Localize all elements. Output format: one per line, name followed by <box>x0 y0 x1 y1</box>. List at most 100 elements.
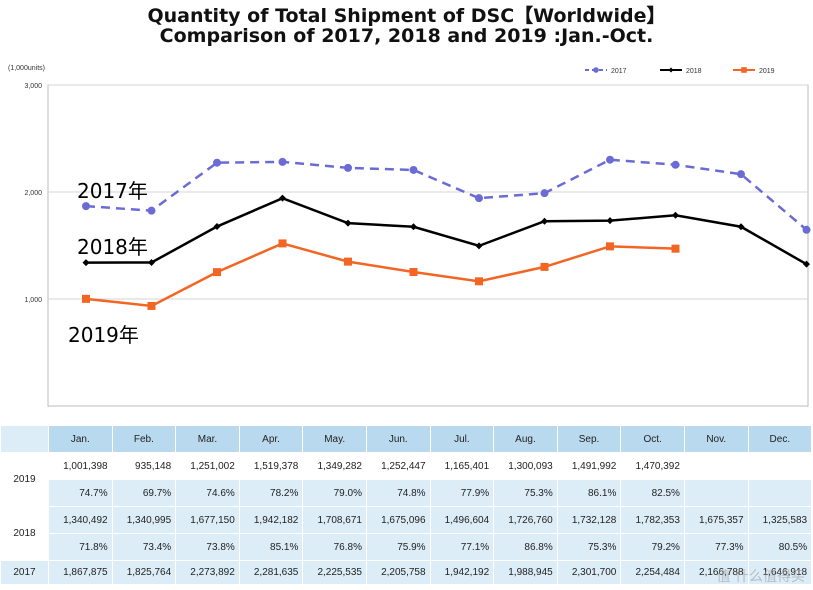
series-line-2019 <box>85 242 676 308</box>
month-header: Jan. <box>48 425 113 453</box>
data-point-2019 <box>540 262 549 271</box>
table-cell-value: 1,300,093 <box>493 452 558 480</box>
plot-frame <box>47 84 809 407</box>
table-cell-value: 2,281,635 <box>238 560 304 585</box>
table-cell-value: 1,732,128 <box>556 506 622 534</box>
data-point-2017 <box>82 202 90 211</box>
table-cell-percent: 73.4% <box>111 533 177 561</box>
table-cell-value <box>747 452 813 480</box>
annotation-2019: 2019年 <box>68 323 139 347</box>
table-cell-percent: 82.5% <box>620 479 685 507</box>
data-point-2017 <box>475 194 483 203</box>
table-cell-value: 1,470,392 <box>620 452 685 480</box>
table-cell-percent: 80.5% <box>747 533 813 561</box>
legend-marker-2017 <box>593 67 599 73</box>
table-cell-value: 2,225,535 <box>302 560 367 585</box>
month-header: May. <box>302 425 367 453</box>
table-row-2018-values: 2018 1,340,492 1,340,995 1,677,150 1,942,182… <box>0 506 813 561</box>
table-cell-value: 1,675,096 <box>365 506 431 534</box>
table-cell-value: 2,254,484 <box>620 560 685 585</box>
data-point-2018 <box>606 217 614 225</box>
legend-marker-2018 <box>668 67 674 73</box>
table-cell-value: 1,988,945 <box>493 560 558 585</box>
table-cell-value: 1,677,150 <box>175 506 240 534</box>
table-cell-value: 1,340,995 <box>111 506 177 534</box>
data-point-2019 <box>278 239 287 248</box>
table-cell-percent: 79.2% <box>620 533 685 561</box>
table-row-2019-percent: 74.7% 69.7% 74.6% 78.2% 79.0% 74.8% 77.9% 75.3%… <box>1 479 813 507</box>
month-header: Jul. <box>429 425 495 453</box>
annotation-2017: 2017年 <box>77 179 148 203</box>
table-cell-percent: 86.1% <box>556 479 622 507</box>
table-cell-value: 2,273,892 <box>175 560 240 585</box>
table-cell-value: 1,001,398 <box>48 452 113 480</box>
month-header: Feb. <box>111 425 177 453</box>
year-label: 2019 <box>0 452 49 507</box>
table-cell-percent <box>683 479 749 507</box>
year-label: 2017 <box>0 560 49 585</box>
watermark: 值 什么值得买 <box>716 569 805 585</box>
data-point-2019 <box>147 301 156 310</box>
table-cell-percent: 77.1% <box>429 533 495 561</box>
table-cell-percent: 85.1% <box>238 533 304 561</box>
month-header: Jun. <box>365 425 431 453</box>
data-point-2018 <box>344 219 352 227</box>
table-cell-value: 2,301,700 <box>556 560 622 585</box>
data-point-2019 <box>606 242 614 251</box>
series-line-2018 <box>85 196 808 266</box>
data-point-2019 <box>475 277 483 286</box>
table-cell-value: 1,252,447 <box>365 452 431 480</box>
data-point-2018 <box>541 217 548 225</box>
table-cell-percent: 76.8% <box>302 533 367 561</box>
table-cell-percent: 77.3% <box>683 533 749 561</box>
chart-title: Quantity of Total Shipment of DSC【Worldw… <box>147 5 666 27</box>
table-cell-value: 1,519,378 <box>238 452 304 480</box>
data-point-2018 <box>148 259 155 267</box>
table-cell-percent: 74.7% <box>48 479 113 507</box>
table-cell-value: 1,646,918 <box>747 560 813 585</box>
table-row-2017-values: 2017 1,867,875 1,825,764 2,273,892 2,281,635… <box>0 560 813 585</box>
data-point-2018 <box>410 223 417 231</box>
data-point-2018 <box>737 223 745 231</box>
data-point-2017 <box>147 206 156 215</box>
line-chart: 3,000 2,000 1,000 (1,000units) 2017 2018 2019 <box>8 65 811 407</box>
month-header: Sep. <box>556 425 622 453</box>
data-point-2018 <box>82 259 90 267</box>
data-point-2017 <box>540 189 549 198</box>
table-cell-value: 1,340,492 <box>48 506 113 534</box>
table-cell-value: 1,782,353 <box>620 506 685 534</box>
data-point-2018 <box>803 260 810 268</box>
table-cell-percent: 75.9% <box>365 533 431 561</box>
table-cell-percent: 73.8% <box>175 533 240 561</box>
table-cell-value: 1,349,282 <box>302 452 367 480</box>
table-cell-percent: 74.6% <box>175 479 240 507</box>
table-cell-value: 1,867,875 <box>48 560 113 585</box>
y-tick-label: 2,000 <box>24 190 42 197</box>
table-cell-percent: 86.8% <box>493 533 558 561</box>
y-tick-label: 1,000 <box>24 297 42 304</box>
legend-label-2019: 2019 <box>759 68 775 75</box>
data-point-2018 <box>279 194 286 202</box>
chart-subtitle: Comparison of 2017, 2018 and 2019 :Jan.-… <box>159 25 654 47</box>
table-cell-value: 935,148 <box>111 452 177 480</box>
table-cell-value: 1,325,583 <box>747 506 813 534</box>
data-point-2019 <box>344 257 352 266</box>
table-cell-percent: 69.7% <box>111 479 177 507</box>
table-row-2018-percent: 71.8% 73.4% 73.8% 85.1% 76.8% 75.9% 77.1% 86.8%… <box>1 533 813 561</box>
table-row-2019-values: 2019 1,001,398 935,148 1,251,002 1,519,378 1,… <box>0 452 813 507</box>
table-header-row: Jan. Feb. Mar. Apr. May. Jun. Jul. Aug. Sep. Oct.… <box>0 425 813 453</box>
data-point-2017 <box>344 163 352 172</box>
month-header: Mar. <box>175 425 240 453</box>
y-axis-label: (1,000units) <box>8 65 45 72</box>
table-cell-value: 1,496,604 <box>429 506 495 534</box>
data-point-2017 <box>671 160 680 169</box>
table-cell-value: 1,708,671 <box>302 506 367 534</box>
table-cell-value: 1,825,764 <box>111 560 177 585</box>
data-point-2019 <box>409 267 418 276</box>
table-cell-percent: 78.2% <box>238 479 304 507</box>
table-cell-value: 1,942,192 <box>429 560 495 585</box>
table-cell-value: 1,726,760 <box>493 506 558 534</box>
month-header: Dec. <box>747 425 813 453</box>
month-header: Nov. <box>683 425 749 453</box>
table-cell-value: 1,675,357 <box>683 506 749 534</box>
